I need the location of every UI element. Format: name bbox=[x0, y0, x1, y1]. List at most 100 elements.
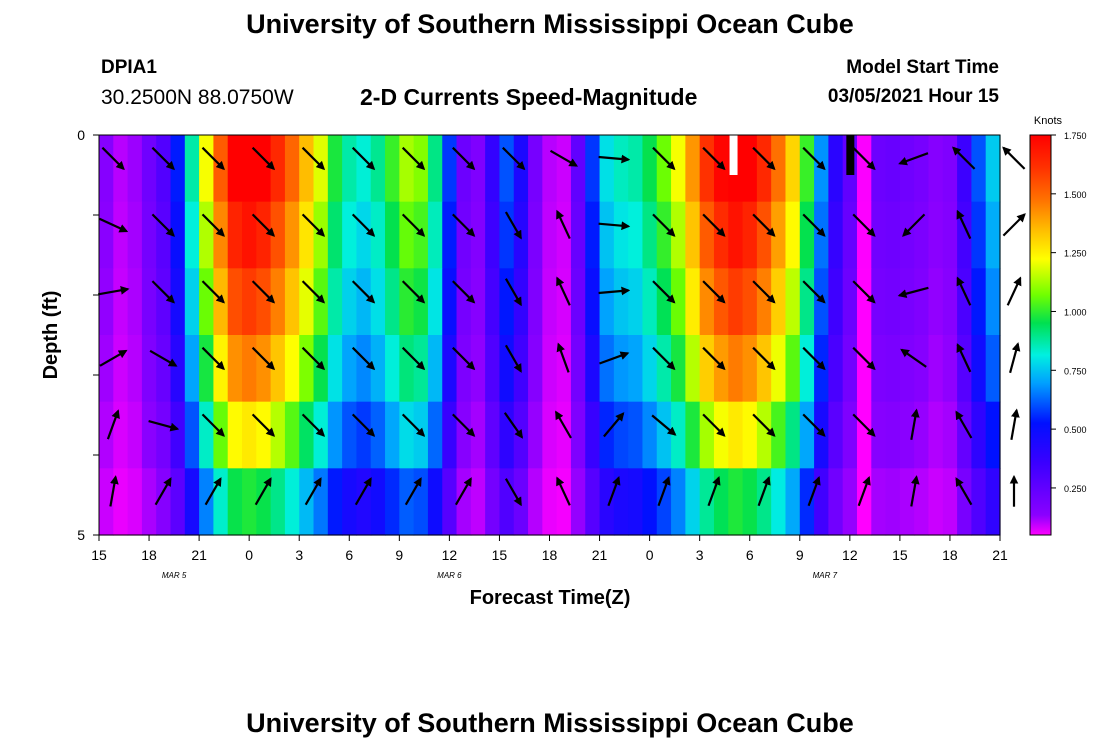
heatmap-cell bbox=[385, 401, 400, 469]
current-vector-arrow bbox=[201, 346, 225, 371]
heatmap-cell bbox=[213, 468, 229, 536]
colorbar-tick-label: 0.500 bbox=[1064, 425, 1087, 435]
heatmap-cell bbox=[699, 335, 715, 403]
colorbar-title: Knots bbox=[1034, 115, 1063, 127]
current-vector-arrow bbox=[98, 285, 130, 296]
heatmap-cell bbox=[699, 268, 715, 336]
heatmap-cell bbox=[485, 201, 501, 269]
heatmap-cell bbox=[356, 401, 372, 469]
heatmap-cell bbox=[99, 335, 114, 403]
heatmap-cell bbox=[399, 268, 415, 336]
current-vector-arrow bbox=[556, 276, 571, 306]
heatmap-cell bbox=[871, 201, 887, 269]
current-vector-arrow bbox=[852, 146, 876, 171]
current-vector-arrow bbox=[702, 413, 726, 437]
heatmap-cell bbox=[842, 268, 858, 336]
heatmap-cell bbox=[528, 201, 543, 269]
heatmap-cell bbox=[299, 401, 315, 469]
heatmap-cell bbox=[313, 401, 329, 469]
heatmap-cell bbox=[442, 401, 458, 469]
current-vector-arrow bbox=[910, 475, 920, 507]
heatmap-cell bbox=[928, 401, 944, 469]
heatmap-cell bbox=[942, 335, 958, 403]
heatmap-cell bbox=[570, 468, 586, 536]
heatmap-cell bbox=[814, 268, 829, 336]
heatmap-cell bbox=[756, 135, 772, 203]
current-vector-arrow bbox=[702, 146, 726, 171]
heatmap-cell bbox=[599, 468, 615, 536]
heatmap-cell bbox=[971, 335, 987, 403]
heatmap-cell bbox=[256, 401, 272, 469]
heatmap-cell bbox=[385, 201, 400, 269]
heatmap-cell bbox=[456, 468, 472, 536]
current-vector-arrow bbox=[952, 146, 976, 170]
heatmap-cell bbox=[899, 201, 915, 269]
current-vector-arrow bbox=[504, 278, 522, 307]
y-axis: 05 bbox=[77, 127, 99, 543]
heatmap-cell bbox=[113, 335, 129, 403]
heatmap-cell bbox=[971, 401, 987, 469]
current-vector-arrow bbox=[301, 213, 326, 237]
heatmap-cell bbox=[885, 268, 901, 336]
heatmap-cell bbox=[456, 201, 472, 269]
heatmap-cell bbox=[885, 468, 901, 536]
heatmap-cell bbox=[699, 401, 715, 469]
heatmap-cell bbox=[256, 335, 272, 403]
heatmap-cell bbox=[427, 468, 443, 536]
heatmap-cell bbox=[685, 201, 701, 269]
current-vector-arrow bbox=[910, 408, 920, 440]
heatmap-cell bbox=[327, 335, 343, 403]
heatmap-cell bbox=[756, 201, 772, 269]
heatmap-cell bbox=[499, 135, 515, 203]
heatmap-cell bbox=[885, 201, 901, 269]
heatmap-cell bbox=[113, 401, 129, 469]
heatmap-cell bbox=[227, 201, 243, 269]
heatmap-cell bbox=[242, 468, 257, 536]
heatmap-cell bbox=[356, 335, 372, 403]
heatmap-cell bbox=[442, 468, 458, 536]
current-vector-arrow bbox=[301, 146, 326, 171]
heatmap-cell bbox=[156, 335, 172, 403]
current-vector-arrow bbox=[351, 280, 376, 304]
x-tick-label: 21 bbox=[992, 547, 1008, 563]
heatmap-cell bbox=[485, 268, 501, 336]
heatmap-cell bbox=[256, 468, 272, 536]
heatmap-cell bbox=[928, 268, 944, 336]
heatmap-cell bbox=[127, 468, 143, 536]
heatmap-cell bbox=[413, 335, 429, 403]
heatmap-cell bbox=[156, 268, 172, 336]
heatmap-cell bbox=[613, 468, 629, 536]
heatmap-cell bbox=[256, 268, 272, 336]
heatmap-cell bbox=[370, 335, 386, 403]
current-vector-arrow bbox=[955, 477, 973, 506]
current-vector-arrow bbox=[504, 211, 522, 240]
heatmap-cell bbox=[284, 335, 300, 403]
current-vector-arrow bbox=[504, 478, 522, 507]
x-tick-label: 6 bbox=[345, 547, 353, 563]
heatmap-cell bbox=[928, 335, 944, 403]
heatmap-cell bbox=[914, 268, 930, 336]
current-vector-arrow bbox=[802, 213, 826, 237]
heatmap-cell bbox=[871, 401, 887, 469]
heatmap-cell bbox=[642, 401, 658, 469]
current-vector-arrow bbox=[351, 213, 376, 237]
current-vector-arrow bbox=[556, 476, 571, 506]
heatmap-cell bbox=[814, 335, 829, 403]
x-tick-label: 3 bbox=[295, 547, 303, 563]
heatmap-cell bbox=[170, 201, 186, 269]
heatmap-cell bbox=[528, 135, 543, 203]
heatmap-cell bbox=[856, 335, 872, 403]
current-vector-arrow bbox=[454, 477, 472, 506]
heatmap-cell bbox=[284, 468, 300, 536]
heatmap-cell bbox=[699, 468, 715, 536]
heatmap-cell bbox=[270, 135, 286, 203]
heatmap-cell bbox=[399, 135, 415, 203]
current-vector-arrow bbox=[752, 413, 776, 437]
heatmap-cell bbox=[442, 201, 458, 269]
current-vector-arrow bbox=[301, 413, 326, 437]
heatmap-cell bbox=[856, 135, 872, 203]
heatmap-cell bbox=[313, 268, 329, 336]
x-tick-label: 12 bbox=[442, 547, 458, 563]
current-vector-arrow bbox=[852, 213, 876, 237]
heatmap-cell bbox=[413, 468, 429, 536]
